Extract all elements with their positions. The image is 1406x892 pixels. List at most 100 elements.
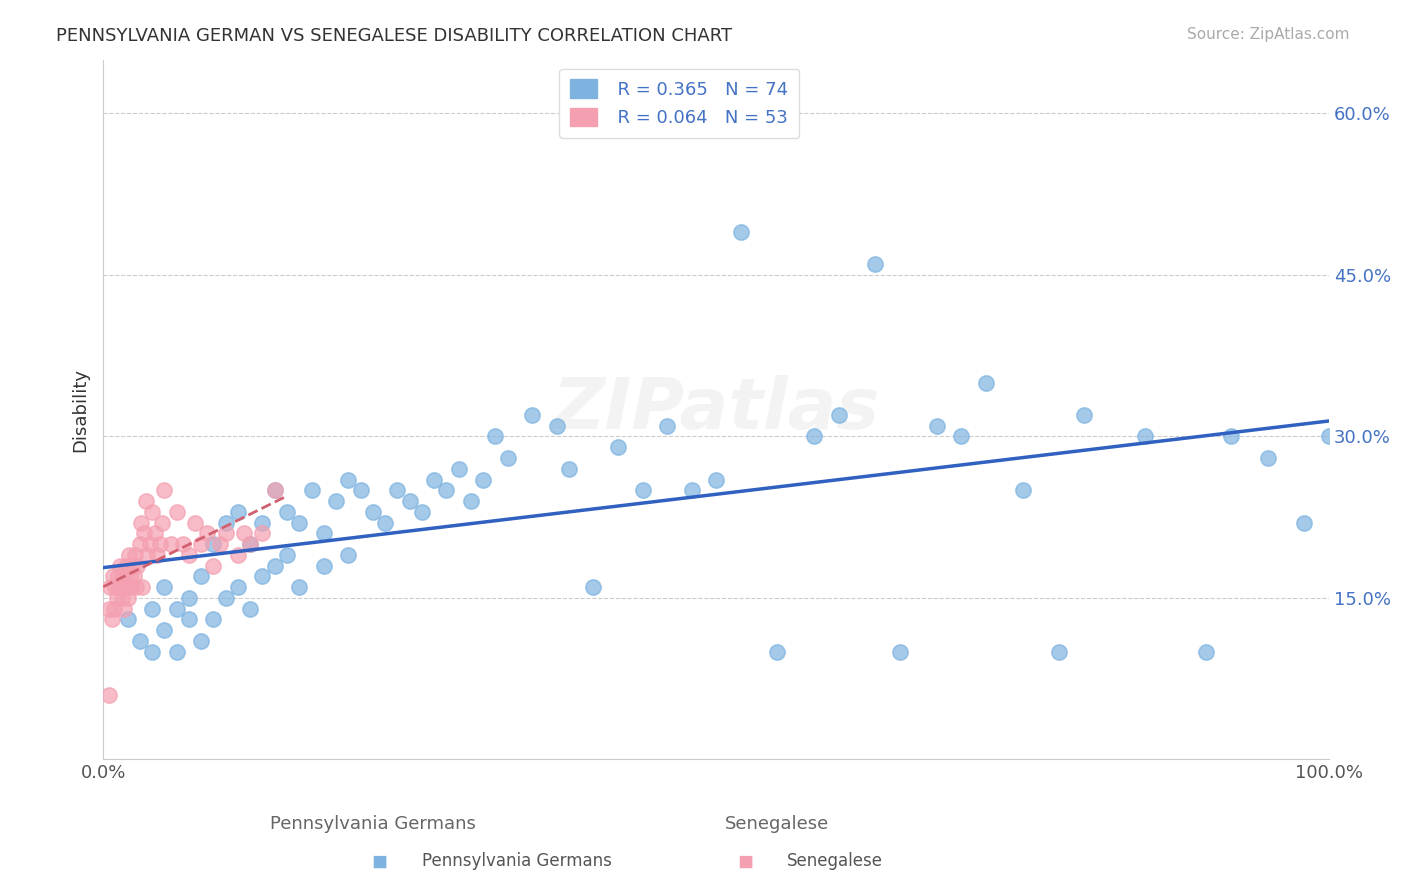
Point xyxy=(215,526,238,541)
Point xyxy=(655,418,678,433)
Point xyxy=(252,526,274,541)
Point xyxy=(132,526,155,541)
Point xyxy=(276,505,298,519)
Point xyxy=(118,548,141,562)
Point xyxy=(166,601,188,615)
Point xyxy=(131,580,153,594)
Point xyxy=(202,537,225,551)
Point xyxy=(398,494,420,508)
Point xyxy=(121,558,143,573)
Point xyxy=(202,612,225,626)
Point xyxy=(607,440,630,454)
Point xyxy=(135,494,157,508)
Point xyxy=(496,450,519,465)
Point xyxy=(107,569,129,583)
Point xyxy=(361,505,384,519)
Point xyxy=(129,516,152,530)
Point xyxy=(460,494,482,508)
Text: Pennsylvania Germans: Pennsylvania Germans xyxy=(422,852,612,870)
Point xyxy=(252,516,274,530)
Point xyxy=(98,601,121,615)
Point xyxy=(104,580,127,594)
Point xyxy=(865,257,887,271)
Point xyxy=(681,483,703,498)
Point xyxy=(325,494,347,508)
Point xyxy=(138,537,160,551)
Point xyxy=(153,483,176,498)
Point xyxy=(484,429,506,443)
Text: ZIPatlas: ZIPatlas xyxy=(553,375,880,444)
Point xyxy=(827,408,849,422)
Point xyxy=(124,548,146,562)
Point xyxy=(105,591,128,605)
Point xyxy=(159,537,181,551)
Point xyxy=(190,569,212,583)
Point xyxy=(153,624,176,638)
Point xyxy=(1257,450,1279,465)
Point xyxy=(447,461,470,475)
Point xyxy=(226,548,249,562)
Y-axis label: Disability: Disability xyxy=(72,368,89,451)
Point xyxy=(148,537,170,551)
Point xyxy=(125,580,148,594)
Point xyxy=(337,473,360,487)
Legend:   R = 0.365   N = 74,   R = 0.064   N = 53: R = 0.365 N = 74, R = 0.064 N = 53 xyxy=(560,69,799,138)
Point xyxy=(263,558,285,573)
Point xyxy=(146,548,169,562)
Point xyxy=(387,483,409,498)
Point xyxy=(263,483,285,498)
Point xyxy=(100,612,122,626)
Point xyxy=(103,601,125,615)
Point xyxy=(190,537,212,551)
Point xyxy=(239,537,262,551)
Point xyxy=(177,591,200,605)
Point xyxy=(177,548,200,562)
Point xyxy=(239,537,262,551)
Point xyxy=(108,580,131,594)
Point xyxy=(263,483,285,498)
Point xyxy=(288,516,311,530)
Point xyxy=(239,601,262,615)
Point xyxy=(974,376,997,390)
Text: ◼: ◼ xyxy=(371,851,388,871)
Point xyxy=(110,591,132,605)
Point xyxy=(98,688,121,702)
Point xyxy=(143,526,166,541)
Point xyxy=(208,537,231,551)
Point xyxy=(226,505,249,519)
Point xyxy=(122,569,145,583)
Point xyxy=(631,483,654,498)
Point xyxy=(141,601,163,615)
Point xyxy=(117,591,139,605)
Point xyxy=(141,505,163,519)
Point xyxy=(337,548,360,562)
Point xyxy=(1219,429,1241,443)
Point xyxy=(803,429,825,443)
Point xyxy=(558,461,581,475)
Point xyxy=(582,580,605,594)
Point xyxy=(233,526,256,541)
Point xyxy=(411,505,433,519)
Point xyxy=(141,645,163,659)
Point xyxy=(226,580,249,594)
Text: Senegalese: Senegalese xyxy=(725,815,830,833)
Point xyxy=(276,548,298,562)
Point xyxy=(252,569,274,583)
Point xyxy=(472,473,495,487)
Point xyxy=(288,580,311,594)
Point xyxy=(129,634,152,648)
Point xyxy=(215,516,238,530)
Point xyxy=(1073,408,1095,422)
Text: ◼: ◼ xyxy=(737,851,754,871)
Point xyxy=(136,548,159,562)
Point xyxy=(1317,429,1340,443)
Point xyxy=(312,526,335,541)
Point xyxy=(522,408,544,422)
Point xyxy=(434,483,457,498)
Point xyxy=(312,558,335,573)
Point xyxy=(1047,645,1070,659)
Point xyxy=(172,537,194,551)
Point xyxy=(120,580,142,594)
Point xyxy=(120,569,142,583)
Point xyxy=(195,526,218,541)
